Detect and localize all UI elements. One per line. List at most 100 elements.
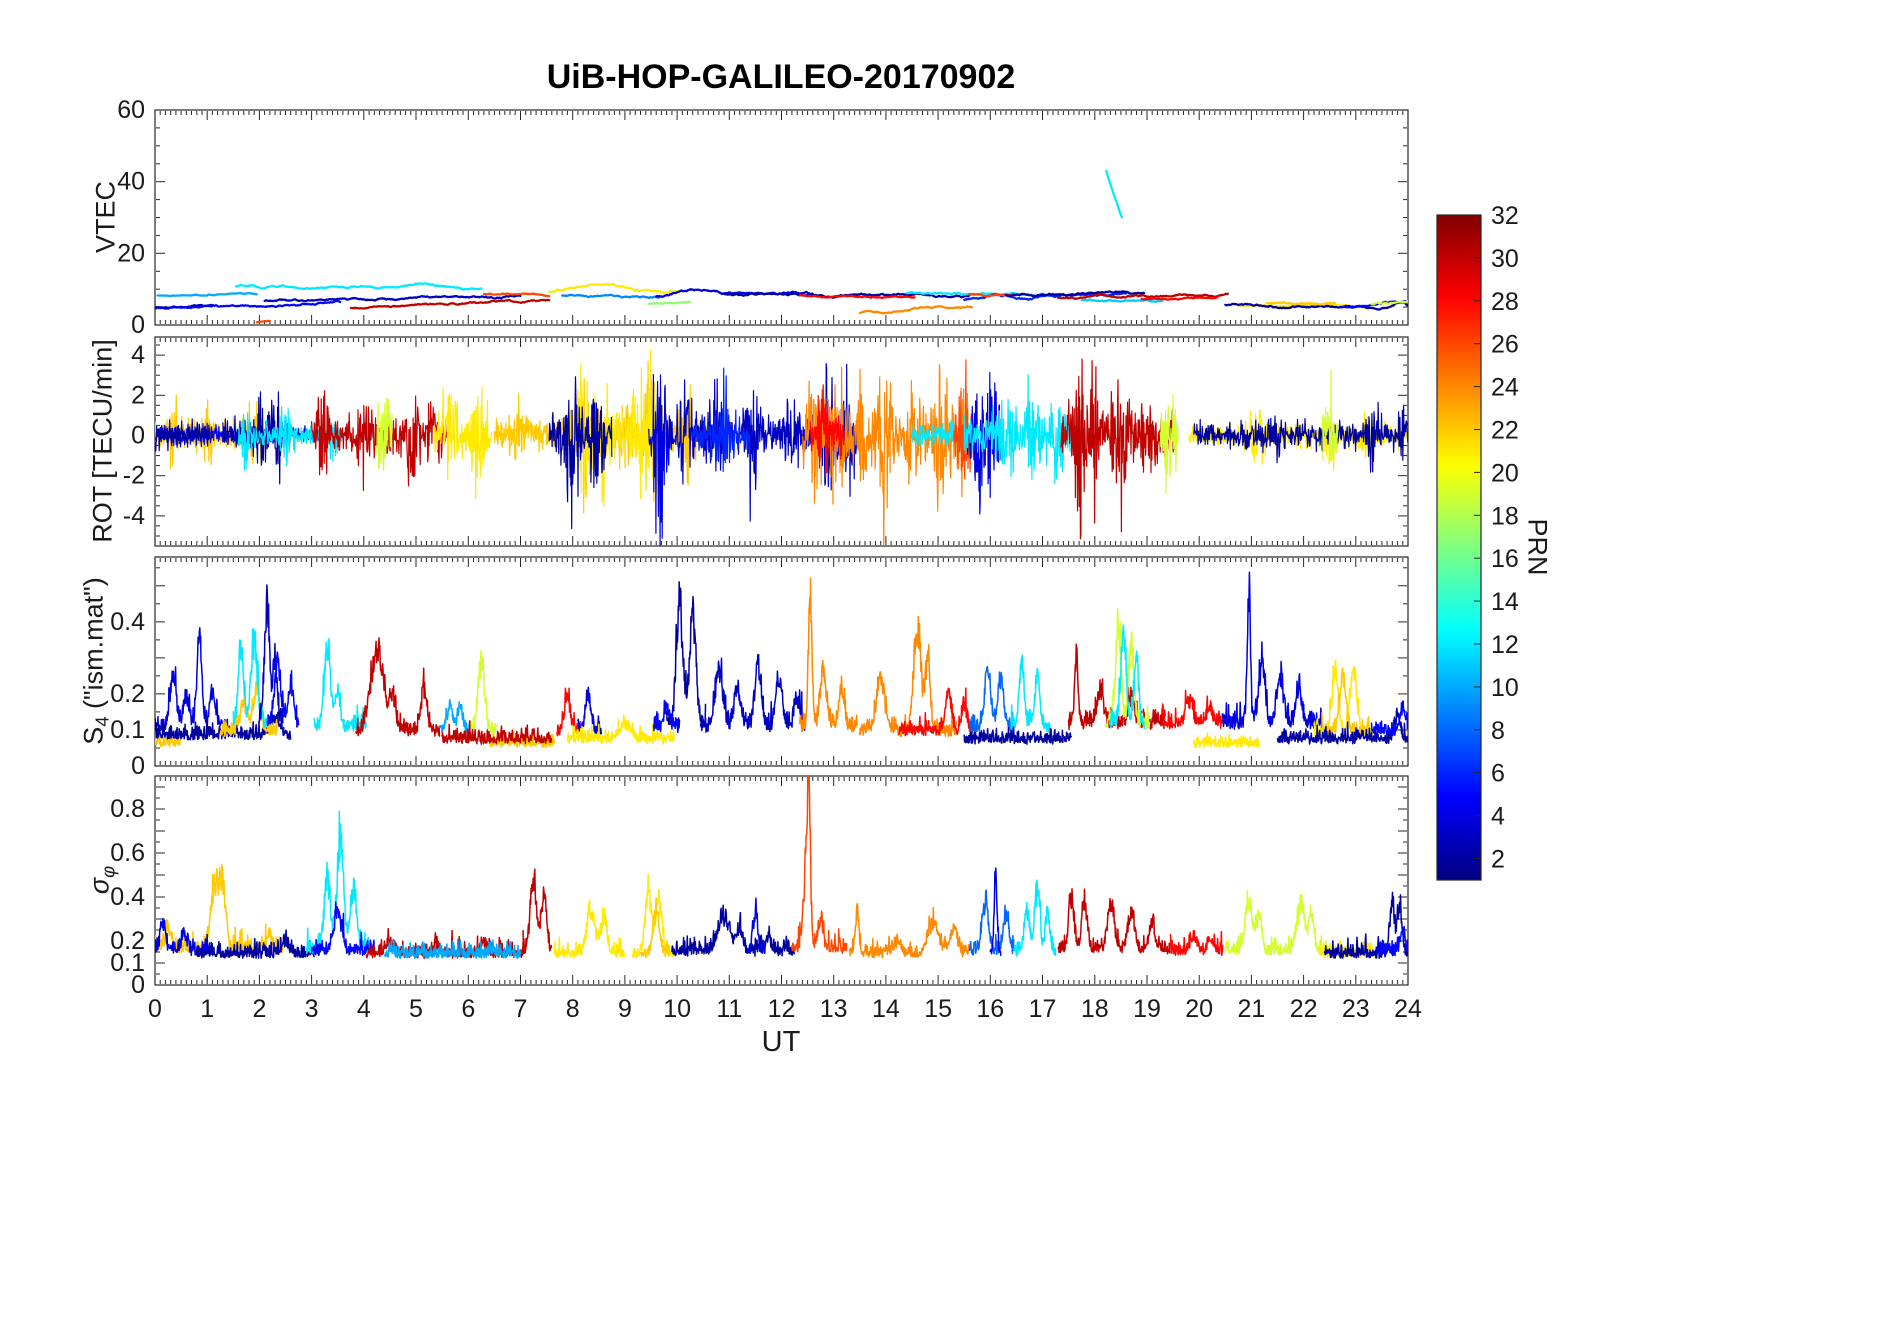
trace-prn-4: [156, 627, 227, 732]
trace-prn-22: [639, 897, 670, 959]
x-tick-label: 10: [663, 995, 691, 1023]
y-tick-label: -4: [123, 502, 145, 530]
axis-ticks-vtec: [154, 109, 1409, 326]
colorbar-tick-label: 8: [1491, 717, 1505, 745]
trace-prn-30: [1060, 358, 1177, 540]
x-tick-label: 2: [252, 995, 266, 1023]
trace-prn-4: [746, 897, 767, 955]
x-tick-label: 22: [1290, 995, 1318, 1023]
traces-sigma-phi: [155, 776, 1408, 960]
trace-prn-21: [433, 386, 493, 500]
trace-prn-22: [155, 731, 182, 748]
trace-prn-21: [631, 873, 676, 959]
y-axis-label-sigma-phi: σφ: [84, 866, 119, 894]
y-axis-label-rot: ROT [TECU/min]: [87, 339, 118, 543]
s4-label-main: S: [78, 726, 109, 745]
trace-prn-12: [1010, 654, 1051, 734]
trace-prn-22: [1265, 301, 1337, 306]
y-tick-label: 0.8: [110, 795, 145, 823]
x-tick-label: 3: [305, 995, 319, 1023]
x-tick-label: 11: [716, 995, 742, 1023]
axes-box-vtec: [154, 109, 1409, 326]
trace-prn-26: [791, 776, 848, 955]
axes-box-sigma-phi: [154, 775, 1409, 986]
y-tick-label: 0.4: [110, 883, 145, 911]
trace-prn-30: [355, 637, 441, 737]
x-tick-label: 8: [566, 995, 580, 1023]
y-tick-label: 0: [131, 311, 145, 339]
trace-prn-24: [801, 364, 973, 546]
trace-prn-21: [566, 349, 665, 507]
trace-prn-5: [652, 699, 681, 734]
colorbar-tick-label: 18: [1491, 502, 1519, 530]
y-tick-label: 0.4: [110, 608, 145, 636]
y-tick-label: 0.1: [110, 716, 145, 744]
trace-prn-2: [1004, 290, 1146, 298]
colorbar-tick-label: 4: [1491, 803, 1505, 831]
axis-ticks-rot: [154, 338, 1409, 547]
y-tick-label: 60: [117, 96, 145, 124]
axis-ticks-sigma-phi: [154, 775, 1409, 986]
trace-prn-30: [1057, 888, 1171, 955]
trace-prn-10: [156, 291, 258, 298]
s4-label-sub: 4: [91, 716, 113, 727]
trace-prn-24: [799, 577, 858, 733]
trace-prn-5: [155, 299, 342, 310]
colorbar-tick-label: 28: [1491, 288, 1519, 316]
axes-box-s4: [154, 556, 1409, 767]
trace-prn-22: [219, 673, 279, 738]
trace-prn-19: [1370, 300, 1408, 306]
sigma-label-sub: φ: [97, 865, 119, 878]
trace-prn-28: [556, 687, 582, 737]
colorbar-label: PRN: [1522, 518, 1553, 576]
trace-prn-2: [548, 376, 613, 530]
x-tick-label: 20: [1185, 995, 1213, 1023]
trace-prn-26: [482, 292, 551, 298]
x-tick-label: 9: [618, 995, 632, 1023]
trace-prn-28: [1140, 296, 1219, 301]
x-tick-labels: 0 1 2 3 4 5 6 7 8 9 10 11 12 13 14 15 16 17 18 19 20 21 22 23 24: [148, 995, 1422, 1023]
trace-prn-12: [1013, 879, 1057, 957]
x-tick-label: 4: [357, 995, 371, 1023]
trace-prn-30: [349, 298, 551, 310]
trace-prn-8: [968, 666, 1015, 734]
trace-prn-19: [1159, 394, 1179, 494]
x-tick-label: 5: [409, 995, 423, 1023]
y-axis-label-s4: S4 ("ism.mat"): [78, 577, 113, 744]
trace-prn-2: [1193, 401, 1408, 473]
chart-title: UiB-HOP-GALILEO-20170902: [546, 58, 1016, 96]
colorbar-gradient: [1436, 214, 1482, 881]
trace-prn-3: [699, 653, 806, 733]
colorbar-tick-label: 30: [1491, 245, 1519, 273]
colorbar-tick-label: 12: [1491, 631, 1519, 659]
colorbar-tick-label: 32: [1491, 202, 1519, 230]
trace-prn-21: [553, 899, 626, 958]
y-tick-label: 0: [131, 752, 145, 780]
trace-prn-4: [989, 867, 1002, 957]
y-tick-label: 0.1: [110, 949, 145, 977]
colorbar-tick-label: 16: [1491, 545, 1519, 573]
trace-prn-21: [548, 282, 681, 295]
s4-label-rest: ("ism.mat"): [78, 577, 109, 717]
trace-prn-22: [1321, 667, 1370, 738]
trace-prn-21: [566, 714, 676, 745]
panel-sigma-phi: 00.10.2 0.4 0.6 0.8: [110, 775, 1409, 999]
trace-prn-12: [232, 627, 268, 728]
y-tick-label: 0: [131, 971, 145, 999]
trace-prn-4: [1221, 571, 1323, 730]
trace-prn-28: [798, 293, 916, 300]
y-tick-label: 4: [131, 341, 145, 369]
trace-prn-21: [1193, 732, 1260, 749]
y-tick-label: 0.6: [110, 839, 145, 867]
x-tick-label: 1: [200, 995, 214, 1023]
x-tick-label: 23: [1342, 995, 1370, 1023]
panel-rot: -4 -2 0 2 4: [123, 336, 1409, 547]
x-tick-label: 12: [768, 995, 796, 1023]
x-tick-label: 7: [514, 995, 528, 1023]
trace-prn-30: [522, 868, 553, 955]
trace-prn-5: [266, 651, 300, 728]
panel-s4: 0 0.1 0.2 0.4: [110, 556, 1409, 780]
x-tick-label: 16: [976, 995, 1004, 1023]
